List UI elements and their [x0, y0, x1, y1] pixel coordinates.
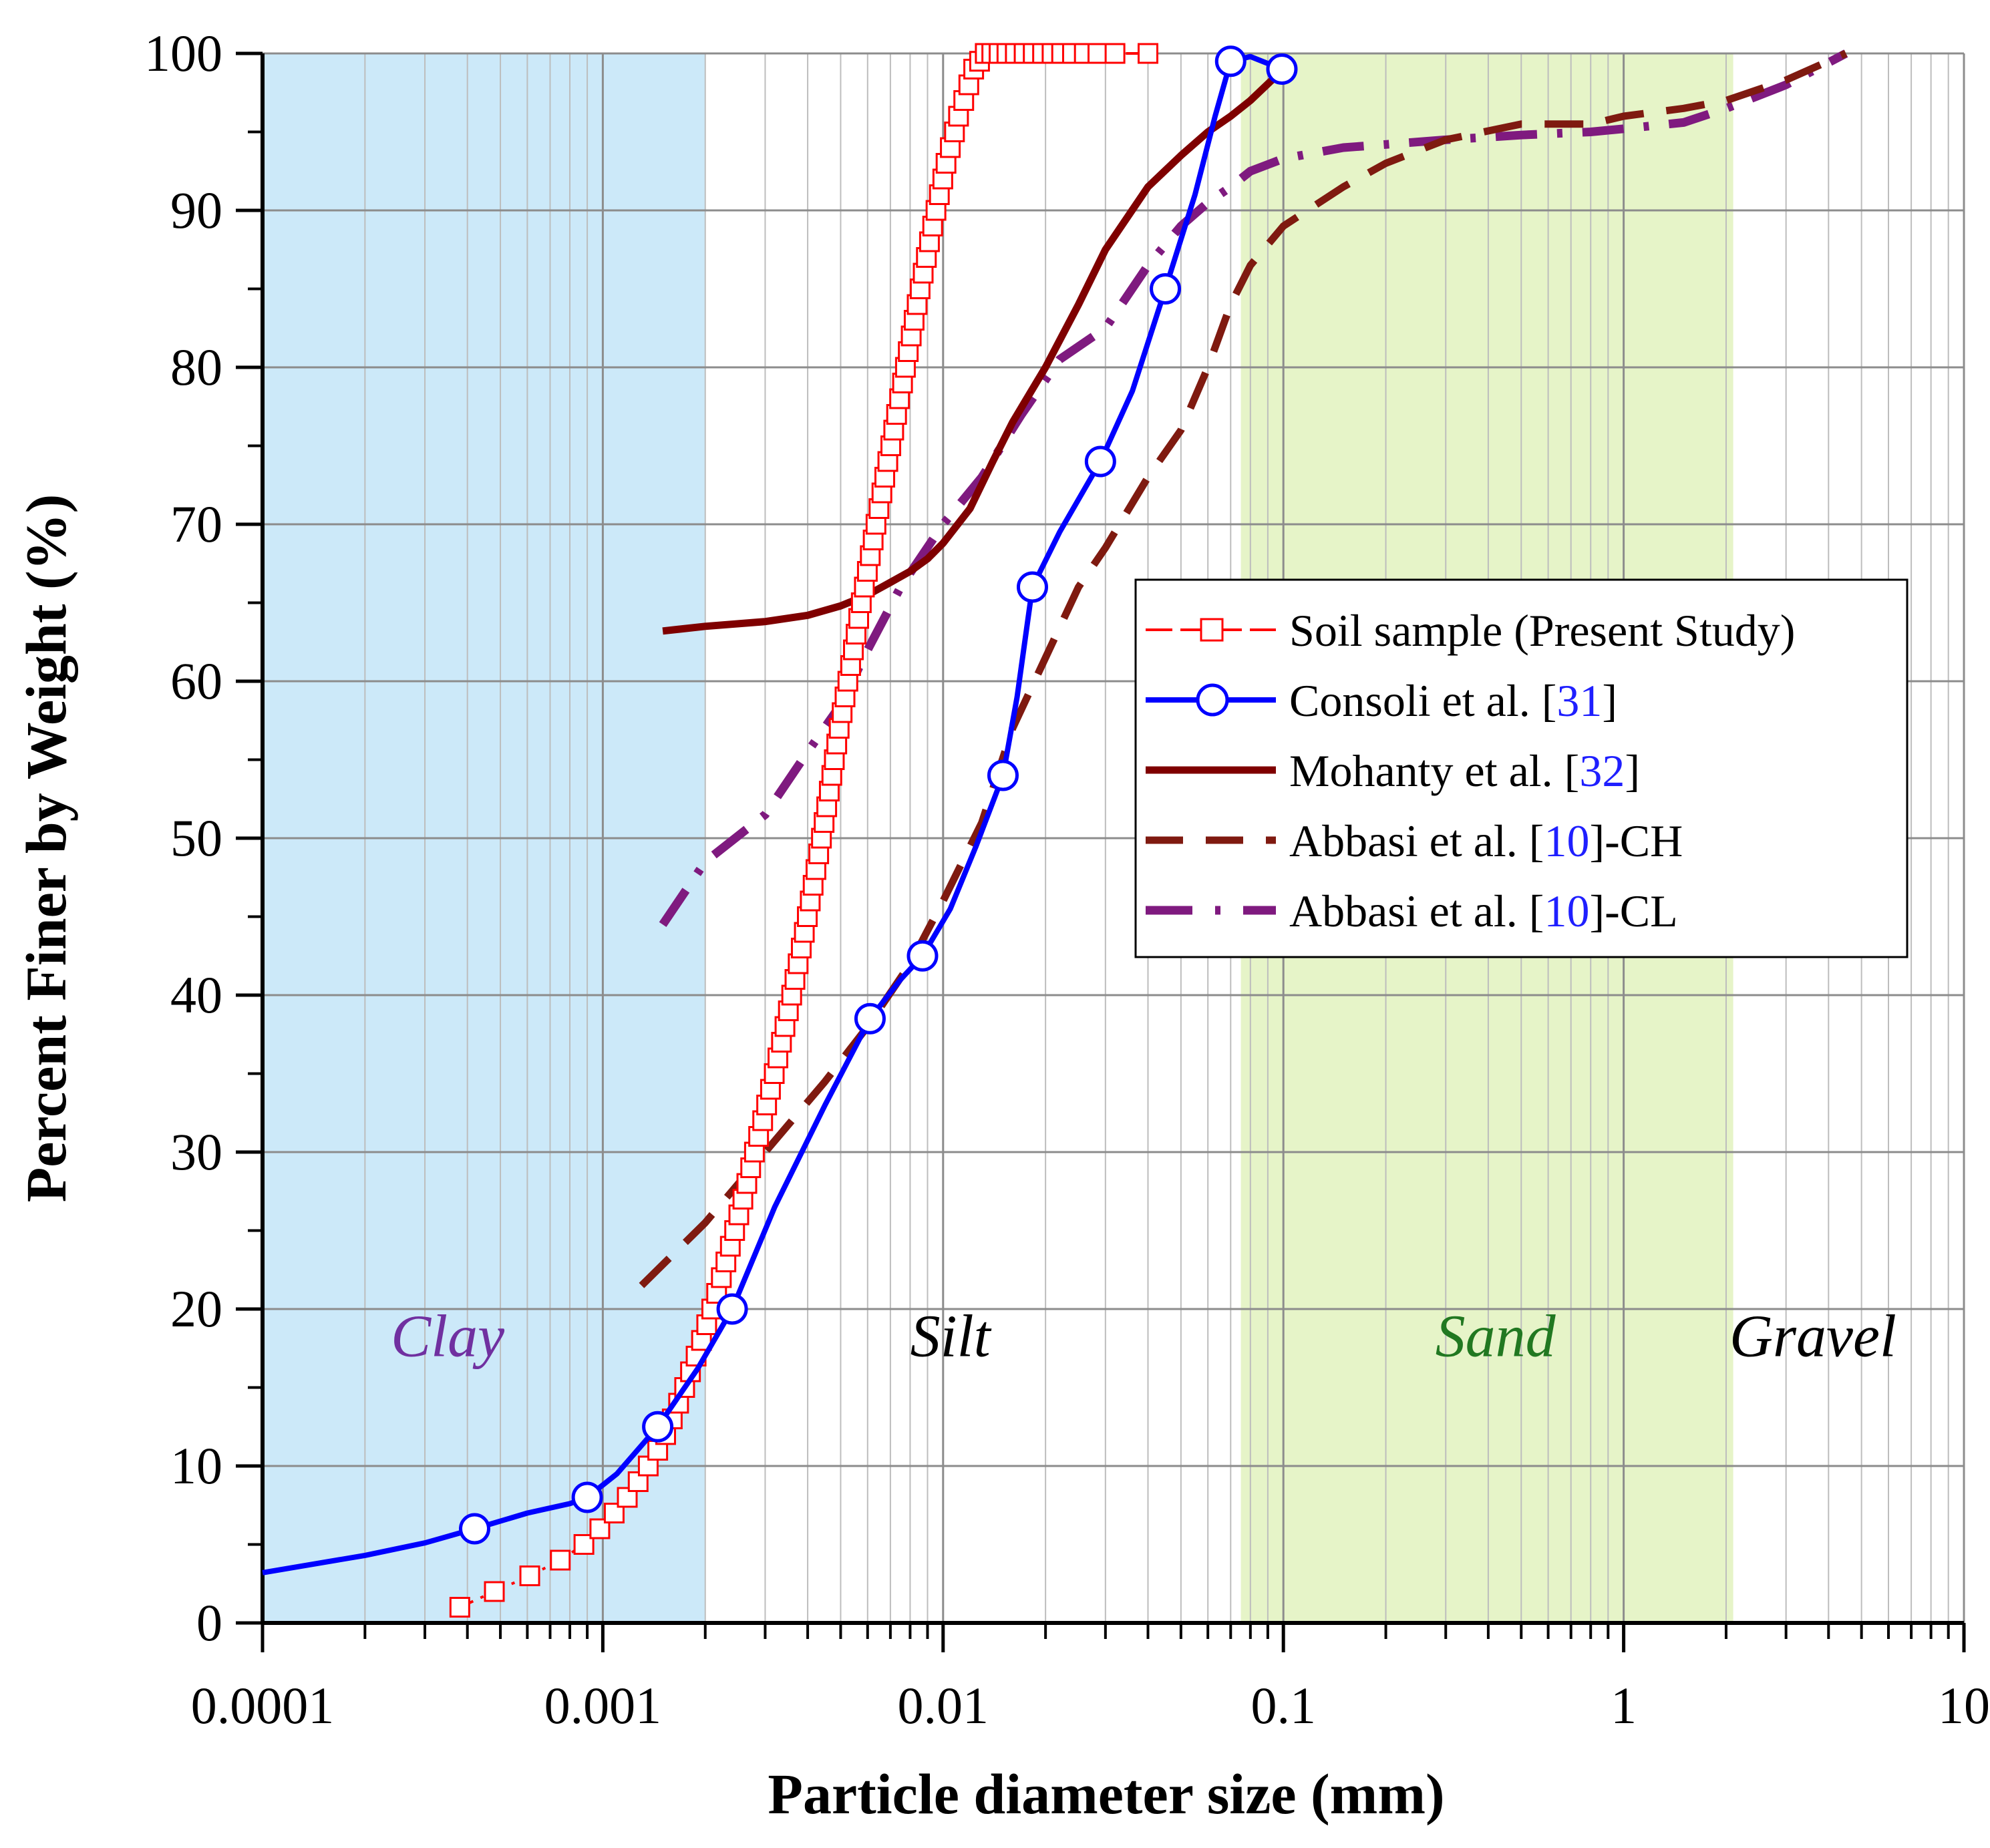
data-point-square	[1104, 43, 1126, 64]
legend-label: Soil sample (Present Study)	[1289, 605, 1795, 656]
legend-label: Abbasi et al. [10]-CH	[1289, 815, 1683, 866]
data-point-circle	[1150, 273, 1182, 305]
data-point-square	[1137, 43, 1158, 64]
x-axis-title: Particle diameter size (mm)	[768, 1762, 1444, 1826]
series-line	[262, 53, 1283, 1576]
legend-label: Consoli et al. [31]	[1289, 675, 1617, 726]
data-point-circle	[716, 1293, 748, 1325]
region-label-sand: Sand	[1436, 1304, 1556, 1370]
grid	[261, 52, 1965, 1624]
y-tick-label: 10	[170, 1437, 222, 1495]
x-tick-label: 0.0001	[191, 1676, 335, 1734]
x-tick-label: 0.1	[1251, 1676, 1316, 1734]
y-tick-label: 90	[170, 181, 222, 239]
legend-label-text: Abbasi et al. [	[1289, 886, 1544, 936]
data-point-circle	[642, 1411, 674, 1443]
data-point-circle	[1266, 53, 1298, 85]
data-point-square	[589, 1518, 611, 1539]
y-tick-label: 40	[170, 966, 222, 1024]
legend-label-suffix: ]-CL	[1589, 886, 1677, 936]
data-point-circle	[906, 940, 939, 972]
region-label-clay: Clay	[391, 1304, 504, 1370]
legend-label-text: Soil sample (Present Study)	[1289, 605, 1795, 656]
y-tick-label: 70	[170, 495, 222, 553]
series-layer	[262, 43, 1848, 1618]
region-label-gravel: Gravel	[1729, 1304, 1896, 1370]
legend-label-text: Consoli et al. [	[1289, 675, 1556, 726]
legend-label-ref: 10	[1544, 886, 1589, 936]
region-labels: Clay Silt Sand Gravel	[391, 1304, 1896, 1370]
legend-marker-circle	[1196, 683, 1229, 717]
data-point-circle	[458, 1513, 490, 1545]
data-point-square	[550, 1549, 571, 1571]
legend-label-ref: 10	[1544, 815, 1589, 866]
data-point-circle	[571, 1481, 603, 1513]
data-point-square	[573, 1534, 595, 1555]
legend-label-ref: 31	[1556, 675, 1602, 726]
data-point-circle	[1016, 571, 1048, 603]
series-line	[662, 66, 1286, 635]
legend-label-ref: 32	[1579, 745, 1625, 796]
legend-label-text: Mohanty et al. [	[1289, 745, 1579, 796]
y-tick-label: 50	[170, 809, 222, 867]
data-point-square	[484, 1581, 505, 1602]
legend-label-suffix: ]	[1625, 745, 1640, 796]
data-point-square	[519, 1565, 540, 1586]
x-tick-label: 0.001	[544, 1676, 662, 1734]
data-point-circle	[854, 1002, 886, 1035]
y-tick-label: 30	[170, 1123, 222, 1181]
x-tick-label: 0.01	[898, 1676, 989, 1734]
y-tick-label: 80	[170, 338, 222, 396]
region-label-silt: Silt	[910, 1304, 992, 1370]
y-tick-label: 60	[170, 652, 222, 710]
x-tick-label: 10	[1938, 1676, 1990, 1734]
y-tick-label: 20	[170, 1280, 222, 1338]
data-point-circle	[987, 759, 1019, 791]
series-line	[659, 49, 1848, 927]
legend: Soil sample (Present Study) Consoli et al…	[1134, 578, 1909, 958]
legend-label-suffix: ]	[1602, 675, 1617, 726]
data-point-circle	[1084, 445, 1116, 478]
legend-marker-square	[1200, 618, 1224, 642]
x-tick-label: 1	[1611, 1676, 1637, 1734]
legend-label-text: Abbasi et al. [	[1289, 815, 1544, 866]
legend-label-suffix: ]-CH	[1589, 815, 1683, 866]
y-axis-title: Percent Finer by Weight (%)	[14, 494, 78, 1203]
y-tick-label: 100	[144, 24, 222, 82]
legend-label: Abbasi et al. [10]-CL	[1289, 886, 1678, 936]
y-tick-label: 0	[196, 1594, 222, 1652]
data-point-circle	[1214, 45, 1247, 77]
data-point-square	[449, 1597, 470, 1618]
data-point-square	[1087, 43, 1108, 64]
legend-label: Mohanty et al. [32]	[1289, 745, 1640, 796]
axes: 0 10 20 30 40 50 60 70 80 90 100 0.0001 0.001 0.01 0.1…	[144, 24, 1990, 1734]
